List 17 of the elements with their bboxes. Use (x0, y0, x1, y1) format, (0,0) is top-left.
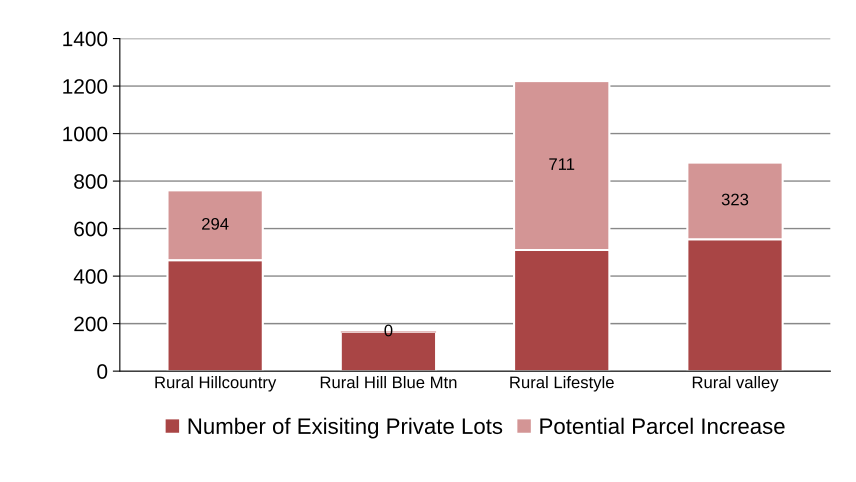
legend-label: Potential Parcel Increase (540, 418, 785, 434)
y-tick-label: 1400 (63, 32, 108, 46)
y-tick-label: 1000 (63, 126, 108, 142)
x-tick-label: Rural Hillcountry (155, 376, 276, 392)
y-tick-label: 200 (74, 316, 108, 332)
x-tick-label: Rural Lifestyle (510, 376, 614, 392)
x-tick-label: Rural Hill Blue Mtn (320, 376, 456, 388)
data-label: 323 (722, 194, 748, 206)
y-tick-label: 600 (74, 222, 108, 236)
legend-label: Number of Exisiting Private Lots (188, 418, 502, 438)
y-tick-label: 1200 (63, 79, 108, 94)
y-tick-label: 0 (97, 364, 108, 379)
data-label: 711 (549, 158, 574, 170)
y-tick-label: 400 (74, 269, 108, 284)
data-label: 294 (202, 218, 229, 230)
x-tick-label: Rural valley (692, 376, 779, 392)
y-tick-label: 800 (74, 174, 108, 189)
